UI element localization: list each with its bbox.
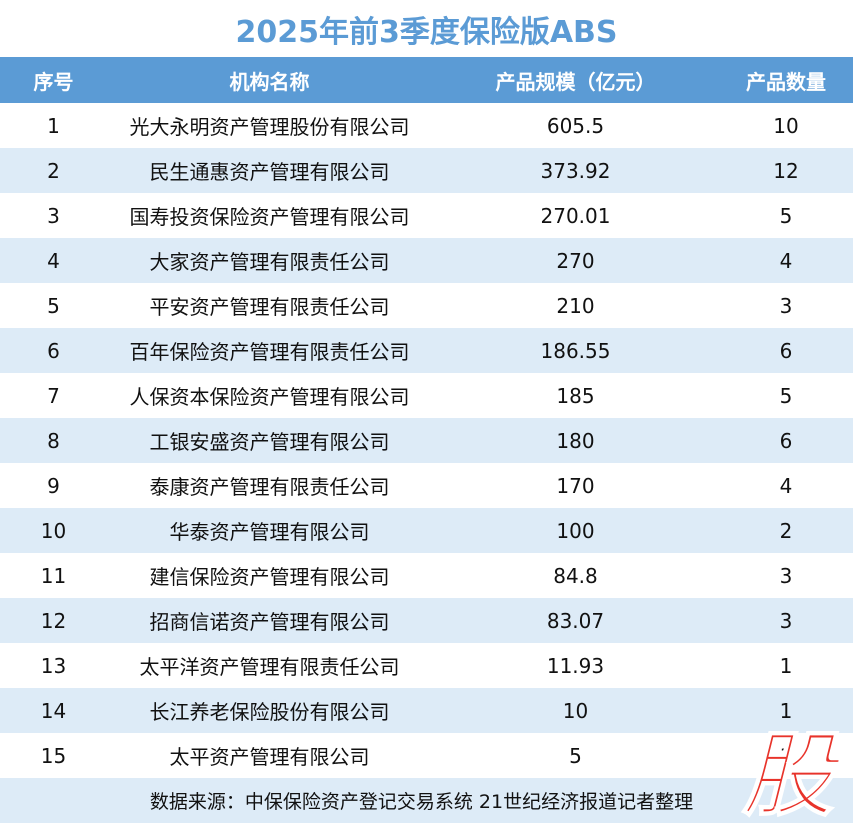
cell-scale: 83.07: [546, 608, 605, 633]
cell-count: 1: [779, 653, 793, 678]
header-index: 序号: [33, 69, 74, 94]
cell-scale: 10: [562, 698, 589, 723]
cell-index: 15: [40, 743, 67, 768]
cell-institution: 华泰资产管理有限公司: [169, 520, 370, 544]
cell-institution: 大家资产管理有限责任公司: [149, 250, 390, 274]
cell-index: 6: [47, 338, 60, 363]
cell-index: 1: [47, 113, 60, 138]
cell-institution: 太平洋资产管理有限责任公司: [139, 655, 400, 679]
cell-scale: 11.93: [546, 653, 605, 678]
cell-institution: 人保资本保险资产管理有限公司: [129, 385, 410, 409]
cell-index: 12: [40, 608, 67, 633]
cell-index: 4: [47, 248, 60, 273]
header-scale: 产品规模（亿元）: [495, 69, 656, 94]
cell-institution: 光大永明资产管理股份有限公司: [129, 115, 410, 139]
cell-index: 5: [47, 293, 60, 318]
cell-index: 11: [40, 563, 67, 588]
cell-institution: 民生通惠资产管理有限公司: [149, 160, 390, 184]
cell-institution: 工银安盛资产管理有限公司: [149, 430, 390, 454]
cell-scale: 180: [556, 428, 595, 453]
table-row: 11 建信保险资产管理有限公司 84.8 3: [0, 553, 853, 598]
cell-scale: 270: [556, 248, 595, 273]
table-row: 14 长江养老保险股份有限公司 10 1: [0, 688, 853, 733]
cell-count: 6: [779, 428, 793, 453]
cell-institution: 泰康资产管理有限责任公司: [149, 475, 390, 499]
cell-count: 3: [779, 563, 793, 588]
cell-scale: 373.92: [540, 158, 611, 183]
table-row: 12 招商信诺资产管理有限公司 83.07 3: [0, 598, 853, 643]
table-row: 6 百年保险资产管理有限责任公司 186.55 6: [0, 328, 853, 373]
cell-count: 3: [779, 608, 793, 633]
cell-index: 14: [40, 698, 67, 723]
cell-index: 2: [47, 158, 60, 183]
cell-count: 12: [773, 158, 799, 183]
cell-count: 10: [773, 113, 799, 138]
stock-stamp-icon: 股: [732, 723, 844, 819]
cell-index: 8: [47, 428, 60, 453]
cell-index: 3: [47, 203, 60, 228]
table-row: 3 国寿投资保险资产管理有限公司 270.01 5: [0, 193, 853, 238]
cell-institution: 百年保险资产管理有限责任公司: [129, 340, 410, 364]
cell-scale: 84.8: [553, 563, 598, 588]
table-title: 2025年前3季度保险版ABS: [235, 14, 618, 50]
cell-scale: 170: [556, 473, 595, 498]
cell-institution: 招商信诺资产管理有限公司: [149, 610, 390, 634]
table-row: 15 太平资产管理有限公司 5 1: [0, 733, 853, 778]
table-row: 1 光大永明资产管理股份有限公司 605.5 10: [0, 103, 853, 148]
cell-count: 1: [779, 698, 793, 723]
cell-index: 9: [47, 473, 60, 498]
cell-institution: 平安资产管理有限责任公司: [149, 295, 390, 319]
cell-scale: 210: [556, 293, 595, 318]
header-count: 产品数量: [746, 69, 826, 94]
table-row: 5 平安资产管理有限责任公司 210 3: [0, 283, 853, 328]
table-row: 13 太平洋资产管理有限责任公司 11.93 1: [0, 643, 853, 688]
table-row: 9 泰康资产管理有限责任公司 170 4: [0, 463, 853, 508]
cell-scale: 270.01: [540, 203, 611, 228]
cell-count: 1: [779, 743, 793, 768]
cell-scale: 5: [569, 743, 582, 768]
cell-institution: 建信保险资产管理有限公司: [149, 565, 390, 589]
cell-scale: 605.5: [546, 113, 605, 138]
cell-index: 10: [40, 518, 67, 543]
cell-institution: 太平资产管理有限公司: [169, 745, 370, 769]
table-row: 2 民生通惠资产管理有限公司 373.92 12: [0, 148, 853, 193]
cell-count: 5: [779, 203, 793, 228]
cell-count: 6: [779, 338, 793, 363]
cell-index: 7: [47, 383, 60, 408]
cell-count: 3: [779, 293, 793, 318]
cell-scale: 100: [556, 518, 595, 543]
cell-index: 13: [40, 653, 67, 678]
table-row: 10 华泰资产管理有限公司 100 2: [0, 508, 853, 553]
cell-count: 4: [779, 248, 793, 273]
table-body: 1 光大永明资产管理股份有限公司 605.5 10 2 民生通惠资产管理有限公司…: [0, 103, 853, 778]
cell-scale: 185: [556, 383, 595, 408]
cell-scale: 186.55: [540, 338, 611, 363]
source-note: 数据来源：中保保险资产登记交易系统 21世纪经济报道记者整理: [0, 778, 853, 823]
cell-institution: 长江养老保险股份有限公司: [149, 700, 390, 724]
table-header: 序号 机构名称 产品规模（亿元） 产品数量: [0, 57, 853, 103]
svg-text:股: 股: [741, 723, 843, 819]
source-note-text: 数据来源：中保保险资产登记交易系统 21世纪经济报道记者整理: [149, 791, 694, 813]
stock-stamp-glyph: 股: [740, 723, 844, 819]
table-row: 8 工银安盛资产管理有限公司 180 6: [0, 418, 853, 463]
header-institution: 机构名称: [229, 69, 310, 94]
cell-institution: 国寿投资保险资产管理有限公司: [129, 205, 410, 229]
table-row: 4 大家资产管理有限责任公司 270 4: [0, 238, 853, 283]
cell-count: 5: [779, 383, 793, 408]
table-row: 7 人保资本保险资产管理有限公司 185 5: [0, 373, 853, 418]
cell-count: 4: [779, 473, 793, 498]
cell-count: 2: [779, 518, 793, 543]
